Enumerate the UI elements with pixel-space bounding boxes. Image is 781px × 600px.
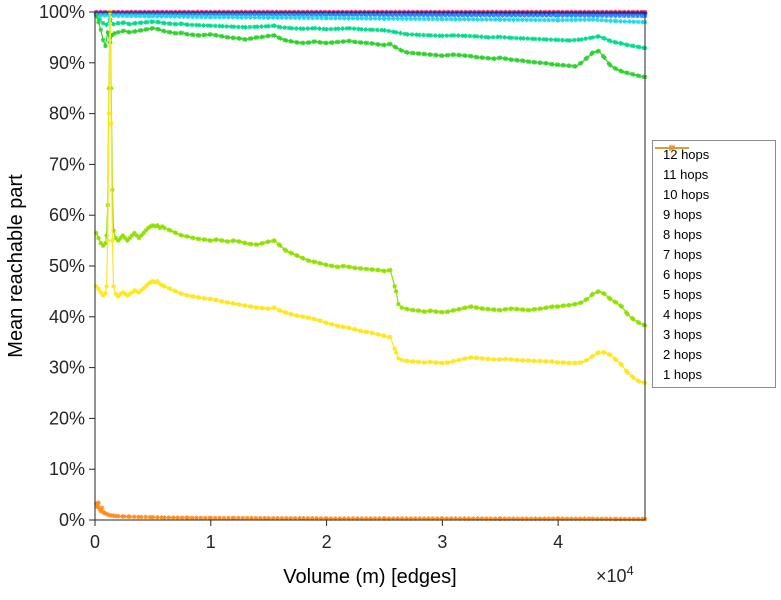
y-tick-label: 100%: [39, 2, 85, 22]
x-axis-label: Volume (m) [edges]: [283, 566, 456, 588]
legend-label: 4 hops: [663, 306, 703, 322]
y-tick-label: 30%: [49, 358, 85, 378]
y-tick-label: 60%: [49, 205, 85, 225]
legend-item: 10 hops: [653, 144, 775, 204]
legend-label: 3 hops: [663, 326, 703, 342]
y-tick-label: 70%: [49, 154, 85, 174]
legend-item: 8 hops: [653, 144, 775, 244]
legend-item: 2 hops: [653, 144, 775, 364]
series-markers: [93, 9, 648, 328]
y-tick-label: 10%: [49, 459, 85, 479]
legend-label: 11 hops: [663, 166, 709, 182]
y-tick-label: 0%: [59, 510, 85, 530]
plot-box: [94, 11, 646, 521]
series-markers: [93, 500, 648, 522]
y-tick-label: 20%: [49, 408, 85, 428]
exponent-base: ×10: [596, 566, 627, 586]
series-line: [95, 11, 646, 326]
legend-item: 9 hops: [653, 144, 775, 224]
legend-box: 12 hops 11 hops 10 hops 9 hops 8 hops 7 hops 6…: [652, 140, 776, 388]
legend-label: 8 hops: [663, 226, 703, 242]
legend-label: 10 hops: [663, 186, 710, 202]
x-tick-label: 3: [437, 532, 447, 552]
series-markers: [93, 13, 648, 80]
legend-item: 1 hops: [653, 144, 775, 384]
legend-label: 2 hops: [663, 346, 703, 362]
legend-item: 7 hops: [653, 144, 775, 264]
legend-item: 4 hops: [653, 144, 775, 324]
legend-item: 5 hops: [653, 144, 775, 304]
x-tick-label: 2: [322, 532, 332, 552]
legend-label: 5 hops: [663, 286, 703, 302]
y-tick-label: 80%: [49, 104, 85, 124]
legend-label: 6 hops: [663, 266, 703, 282]
series-line: [95, 15, 646, 78]
exponent-power: 4: [627, 563, 634, 578]
x-axis-exponent: ×104: [596, 563, 634, 586]
legend-item: 3 hops: [653, 144, 775, 344]
y-tick-label: 50%: [49, 256, 85, 276]
y-axis-label: Mean reachable part: [5, 174, 27, 358]
series-line: [95, 11, 646, 384]
x-tick-label: 1: [206, 532, 216, 552]
y-tick-label: 90%: [49, 53, 85, 73]
legend-label: 9 hops: [663, 206, 703, 222]
legend-marker-icon: [655, 144, 689, 152]
y-tick-label: 40%: [49, 307, 85, 327]
legend-item: 11 hops: [653, 144, 775, 184]
legend-label: 1 hops: [663, 366, 703, 382]
series-markers: [93, 9, 648, 386]
legend-label: 7 hops: [663, 246, 703, 262]
x-tick-label: 0: [90, 532, 100, 552]
x-tick-label: 4: [553, 532, 563, 552]
legend-item: 6 hops: [653, 144, 775, 284]
legend-label: 12 hops: [663, 146, 710, 162]
